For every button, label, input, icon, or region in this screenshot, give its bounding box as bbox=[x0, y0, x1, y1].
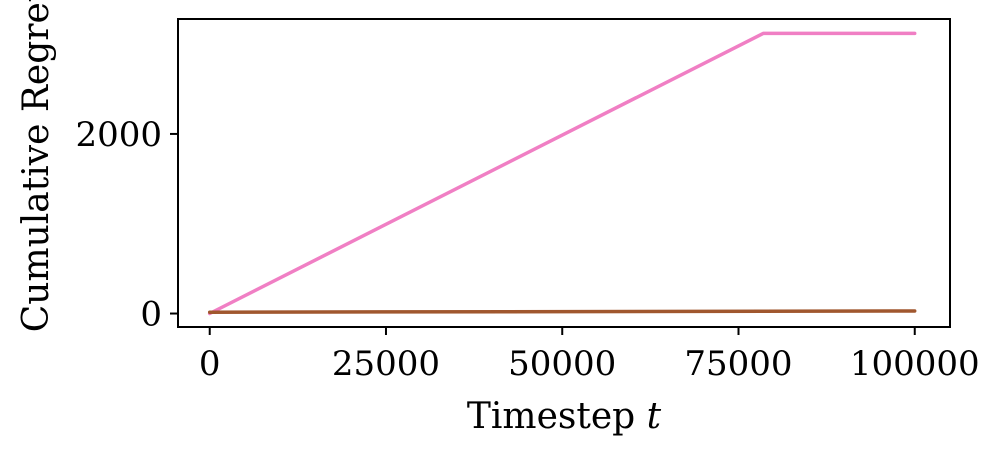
x-tick-label: 50000 bbox=[508, 344, 616, 384]
y-tick-label: 2000 bbox=[75, 115, 162, 155]
x-tick-label: 25000 bbox=[332, 344, 440, 384]
plot-frame bbox=[177, 18, 951, 328]
y-axis: 0 2000 bbox=[75, 115, 178, 335]
y-tick-label: 0 bbox=[140, 295, 162, 335]
x-axis-label-text: Timestep bbox=[467, 396, 635, 437]
plot-series bbox=[207, 31, 917, 316]
x-axis-label: Timestep t bbox=[467, 396, 662, 437]
series-line-1 bbox=[207, 31, 917, 316]
y-axis-label: Cumulative Regret bbox=[16, 0, 57, 332]
x-tick-label: 0 bbox=[199, 344, 221, 384]
x-axis-label-variable: t bbox=[647, 396, 662, 437]
series-line-2 bbox=[207, 309, 917, 314]
x-axis: 0 25000 50000 75000 100000 bbox=[199, 327, 980, 384]
x-tick-label: 100000 bbox=[850, 344, 980, 384]
x-tick-label: 75000 bbox=[684, 344, 792, 384]
